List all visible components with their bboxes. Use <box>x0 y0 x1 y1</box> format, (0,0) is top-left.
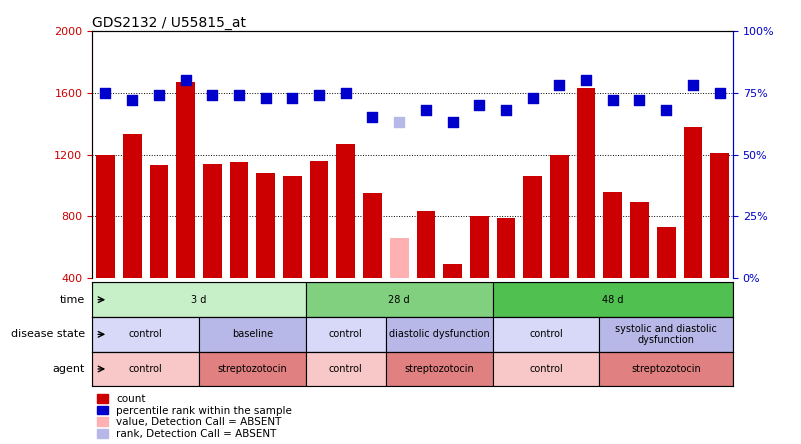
Bar <box>710 153 729 278</box>
Point <box>713 89 726 96</box>
Bar <box>497 218 515 278</box>
Point <box>206 92 219 99</box>
Bar <box>283 176 302 278</box>
Text: disease state: disease state <box>11 329 85 339</box>
Text: diastolic dysfunction: diastolic dysfunction <box>388 329 489 339</box>
Point <box>553 82 566 89</box>
Point <box>366 114 379 121</box>
Bar <box>92 282 306 317</box>
Bar <box>523 176 542 278</box>
Text: baseline: baseline <box>231 329 273 339</box>
Text: GDS2132 / U55815_at: GDS2132 / U55815_at <box>92 16 246 30</box>
Text: streptozotocin: streptozotocin <box>217 364 288 374</box>
Bar <box>443 264 462 278</box>
Text: 28 d: 28 d <box>388 295 410 305</box>
Bar <box>199 352 306 386</box>
Bar <box>230 162 248 278</box>
Text: control: control <box>529 364 563 374</box>
Point <box>340 89 352 96</box>
Bar <box>336 144 355 278</box>
Point <box>686 82 699 89</box>
Text: control: control <box>529 329 563 339</box>
Text: streptozotocin: streptozotocin <box>405 364 474 374</box>
Point <box>152 92 165 99</box>
Text: control: control <box>329 329 363 339</box>
Text: systolic and diastolic
dysfunction: systolic and diastolic dysfunction <box>615 324 717 345</box>
Point <box>392 119 405 126</box>
Point <box>286 94 299 101</box>
Bar <box>306 317 386 352</box>
Text: streptozotocin: streptozotocin <box>631 364 701 374</box>
Point <box>446 119 459 126</box>
Text: control: control <box>329 364 363 374</box>
Legend: count, percentile rank within the sample, value, Detection Call = ABSENT, rank, : count, percentile rank within the sample… <box>98 394 292 439</box>
Bar <box>96 155 115 278</box>
Bar <box>92 317 199 352</box>
Bar <box>363 193 382 278</box>
Point <box>580 77 593 84</box>
Point <box>312 92 325 99</box>
Text: control: control <box>129 329 163 339</box>
Point <box>526 94 539 101</box>
Bar <box>550 155 569 278</box>
Bar <box>390 238 409 278</box>
Bar <box>256 173 275 278</box>
Bar <box>176 82 195 278</box>
Text: control: control <box>129 364 163 374</box>
Bar <box>310 162 328 278</box>
Point <box>126 97 139 104</box>
Bar <box>386 352 493 386</box>
Bar <box>577 88 595 278</box>
Bar <box>306 352 386 386</box>
Point <box>232 92 245 99</box>
Point <box>500 107 513 114</box>
Point <box>260 94 272 101</box>
Bar <box>657 227 675 278</box>
Text: agent: agent <box>53 364 85 374</box>
Bar <box>386 317 493 352</box>
Point <box>179 77 192 84</box>
Bar <box>92 352 199 386</box>
Bar <box>199 317 306 352</box>
Bar <box>203 164 222 278</box>
Bar <box>493 317 599 352</box>
Bar <box>683 127 702 278</box>
Point <box>473 102 485 109</box>
Bar <box>599 317 733 352</box>
Bar <box>417 211 435 278</box>
Text: time: time <box>60 295 85 305</box>
Bar <box>630 202 649 278</box>
Text: 3 d: 3 d <box>191 295 207 305</box>
Bar <box>123 135 142 278</box>
Point <box>99 89 112 96</box>
Point <box>633 97 646 104</box>
Bar <box>493 352 599 386</box>
Bar <box>493 282 733 317</box>
Point <box>660 107 673 114</box>
Point <box>420 107 433 114</box>
Bar <box>470 216 489 278</box>
Bar <box>599 352 733 386</box>
Text: 48 d: 48 d <box>602 295 623 305</box>
Bar <box>603 191 622 278</box>
Point <box>606 97 619 104</box>
Bar <box>306 282 493 317</box>
Bar <box>150 165 168 278</box>
